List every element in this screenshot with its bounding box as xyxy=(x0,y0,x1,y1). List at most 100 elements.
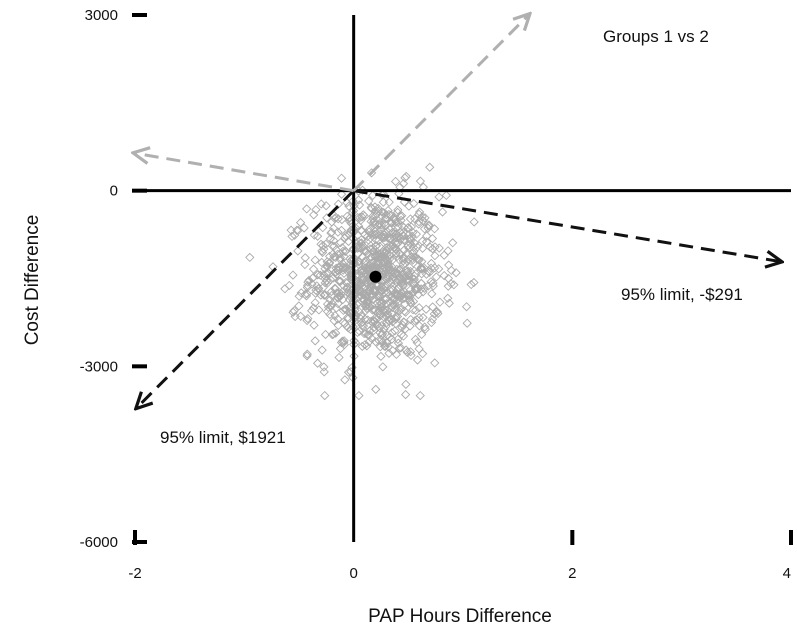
scatter-point xyxy=(372,298,382,308)
scatter-point xyxy=(400,324,410,334)
scatter-point xyxy=(398,253,408,263)
scatter-point xyxy=(415,176,426,186)
scatter-point xyxy=(353,291,364,302)
y-tick-label: 3000 xyxy=(85,7,118,24)
scatter-point xyxy=(412,242,423,252)
scatter-point xyxy=(396,304,407,314)
scatter-point xyxy=(293,225,303,236)
scatter-point xyxy=(312,231,323,241)
scatter-point xyxy=(443,281,453,291)
scatter-point xyxy=(387,328,397,338)
scatter-point xyxy=(411,305,421,315)
scatter-point xyxy=(354,200,365,210)
scatter-point xyxy=(394,343,405,353)
scatter-point xyxy=(356,311,366,321)
scatter-point xyxy=(300,253,310,263)
scatter-point xyxy=(328,249,338,259)
scatter-point xyxy=(406,222,416,232)
scatter-point xyxy=(381,271,391,281)
scatter-point xyxy=(327,290,337,301)
scatter-point xyxy=(417,329,427,340)
scatter-point xyxy=(309,230,320,240)
scatter-point xyxy=(399,317,409,327)
scatter-point xyxy=(344,307,354,317)
scatter-point xyxy=(303,313,313,324)
scatter-point xyxy=(395,211,405,221)
scatter-point xyxy=(323,268,333,278)
scatter-point xyxy=(375,309,385,319)
scatter-point xyxy=(392,285,402,295)
scatter-point xyxy=(391,233,401,243)
scatter-point xyxy=(427,233,438,244)
scatter-point xyxy=(385,313,395,324)
scatter-point xyxy=(388,255,398,265)
scatter-point xyxy=(388,346,398,356)
scatter-point xyxy=(363,263,373,274)
scatter-point xyxy=(337,287,348,297)
scatter-point xyxy=(341,304,352,315)
scatter-point xyxy=(384,197,394,207)
scatter-point xyxy=(381,279,392,289)
scatter-point xyxy=(384,243,394,253)
scatter-point xyxy=(340,375,350,385)
scatter-point xyxy=(377,190,387,200)
scatter-point xyxy=(335,254,346,265)
scatter-point xyxy=(321,239,331,249)
scatter-point xyxy=(446,279,456,289)
ticks: 3000 0 -3000 -6000 -2 0 2 4 xyxy=(80,7,793,582)
scatter-point xyxy=(415,390,425,401)
scatter-point xyxy=(320,264,330,274)
scatter-point xyxy=(245,252,255,263)
scatter-point xyxy=(421,304,431,314)
scatter-point xyxy=(405,297,416,308)
scatter-point xyxy=(405,262,415,272)
scatter-point xyxy=(392,311,403,322)
scatter-point xyxy=(404,275,414,285)
scatter-point xyxy=(377,337,388,348)
scatter-point xyxy=(364,337,374,347)
scatter-point xyxy=(406,314,416,325)
scatter-point xyxy=(371,229,381,240)
scatter-point xyxy=(466,279,476,290)
scatter-point xyxy=(397,211,407,221)
scatter-point xyxy=(411,229,422,239)
scatter-point xyxy=(427,244,438,254)
scatter-point xyxy=(318,240,328,251)
scatter-point xyxy=(370,211,381,221)
scatter-point xyxy=(378,362,388,372)
scatter-point xyxy=(430,358,440,368)
scatter-point xyxy=(360,301,370,311)
scatter-point xyxy=(319,367,329,377)
scatter-point xyxy=(358,210,368,220)
scatter-point xyxy=(429,309,439,319)
scatter-point xyxy=(354,256,364,267)
scatter-point xyxy=(382,264,392,274)
scatter-point xyxy=(295,217,306,228)
scatter-point xyxy=(423,223,433,233)
scatter-point xyxy=(333,299,343,309)
scatter-point xyxy=(343,312,353,323)
scatter-point xyxy=(311,285,321,295)
scatter-point xyxy=(314,283,324,294)
scatter-point xyxy=(416,262,427,273)
x-tick-label: -2 xyxy=(128,565,141,582)
scatter-point xyxy=(405,321,415,331)
scatter-point xyxy=(335,237,346,248)
scatter-point xyxy=(363,287,374,298)
scatter-point xyxy=(328,235,339,246)
scatter-point xyxy=(359,258,370,268)
scatter-point xyxy=(354,259,364,269)
point-estimate-group xyxy=(369,270,382,283)
scatter-point xyxy=(339,337,349,348)
scatter-point xyxy=(433,308,443,319)
scatter-point xyxy=(402,248,413,258)
scatter-point xyxy=(299,223,309,233)
scatter-point xyxy=(401,379,411,389)
scatter-point xyxy=(393,205,403,215)
scatter-point xyxy=(321,201,331,211)
scatter-point xyxy=(401,345,411,355)
scatter-point xyxy=(451,268,461,278)
scatter-point xyxy=(462,318,472,328)
scatter-point xyxy=(391,239,401,249)
scatter-point xyxy=(289,306,299,316)
